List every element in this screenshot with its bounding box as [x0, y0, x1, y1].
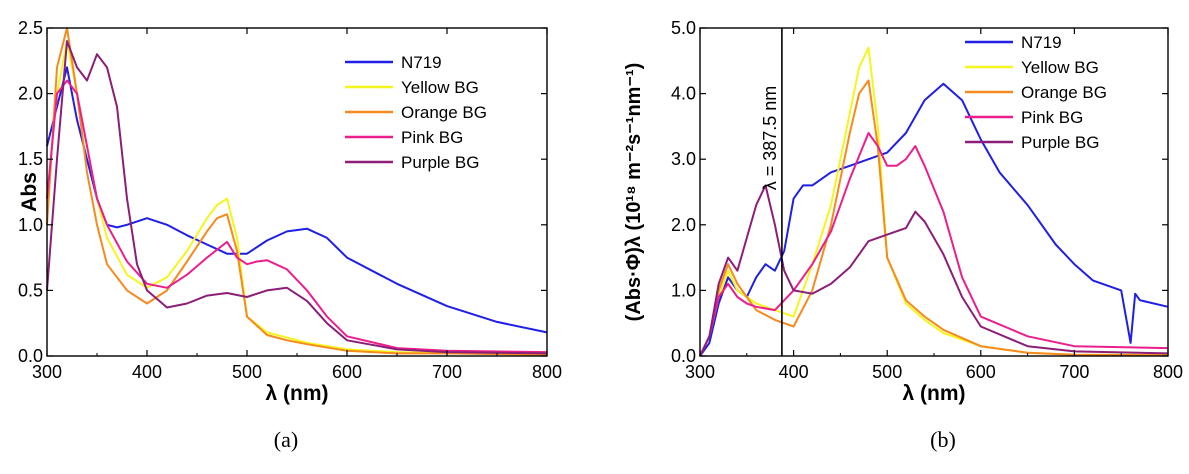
x-tick-label: 400: [779, 362, 809, 382]
series-line-orange-bg: [47, 28, 547, 355]
legend-entry: Pink BG: [401, 128, 463, 147]
panel-label: (a): [274, 427, 298, 452]
x-tick-label: 800: [1153, 362, 1183, 382]
x-tick-label: 800: [532, 362, 562, 382]
y-tick-label: 4.0: [671, 84, 696, 104]
y-tick-label: 0.0: [18, 346, 43, 366]
y-tick-label: 5.0: [671, 18, 696, 38]
x-tick-label: 600: [332, 362, 362, 382]
legend-entry: Pink BG: [1021, 108, 1083, 127]
y-tick-label: 3.0: [671, 149, 696, 169]
legend-entry: Yellow BG: [401, 78, 479, 97]
y-tick-label: 2.5: [18, 18, 43, 38]
y-tick-label: 1.0: [18, 215, 43, 235]
y-tick-label: 0.5: [18, 280, 43, 300]
y-tick-label: 2.0: [18, 84, 43, 104]
legend-entry: Orange BG: [1021, 83, 1107, 102]
x-tick-label: 500: [232, 362, 262, 382]
legend-entry: Purple BG: [1021, 133, 1099, 152]
legend-entry: Purple BG: [401, 153, 479, 172]
x-axis-label: λ (nm): [266, 382, 329, 405]
x-tick-label: 500: [872, 362, 902, 382]
y-tick-label: 1.5: [18, 149, 43, 169]
legend-entry: N719: [1021, 33, 1062, 52]
x-tick-label: 700: [1059, 362, 1089, 382]
y-tick-label: 2.0: [671, 215, 696, 235]
x-axis-label: λ (nm): [903, 382, 966, 405]
legend-entry: Yellow BG: [1021, 58, 1099, 77]
legend-entry: Orange BG: [401, 103, 487, 122]
y-axis-label: (Abs·Φ)λ (10¹⁸ m⁻²s⁻¹nm⁻¹): [623, 63, 645, 322]
y-axis-label: Abs: [18, 172, 41, 212]
panel-label: (b): [930, 427, 956, 452]
annotation-label: λ = 387.5 nm: [760, 86, 780, 191]
x-tick-label: 400: [132, 362, 162, 382]
legend-entry: N719: [401, 53, 442, 72]
y-tick-label: 0.0: [671, 346, 696, 366]
y-tick-label: 1.0: [671, 280, 696, 300]
plot-frame: [700, 28, 1168, 356]
series-line-purple-bg: [700, 185, 1168, 356]
x-tick-label: 700: [432, 362, 462, 382]
x-tick-label: 600: [966, 362, 996, 382]
